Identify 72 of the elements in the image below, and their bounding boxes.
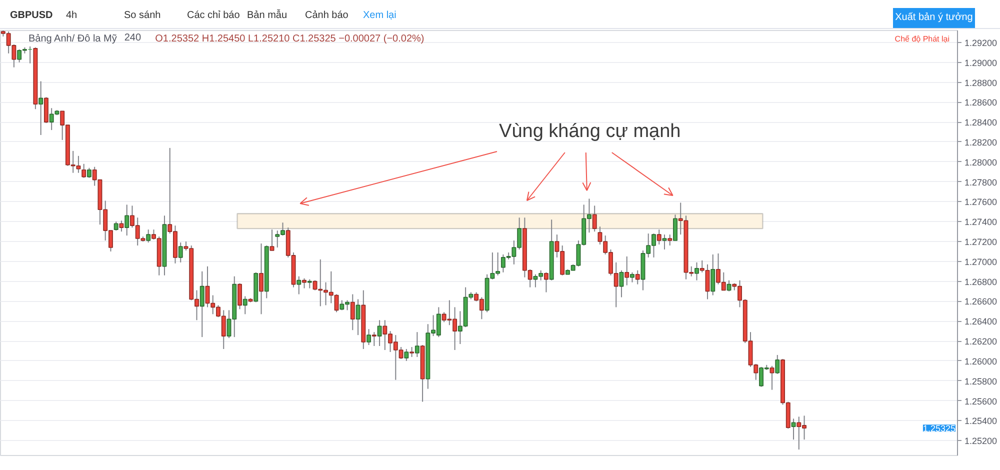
candlestick xyxy=(178,242,183,263)
y-tick-label: 1.26000 xyxy=(964,356,998,366)
candlestick xyxy=(270,229,274,251)
y-tick-label: 1.28800 xyxy=(964,78,998,88)
y-tick-label: 1.26400 xyxy=(964,316,998,327)
candlestick xyxy=(356,298,360,336)
y-tick-label: 1.27800 xyxy=(964,177,998,188)
y-tick-label: 1.26600 xyxy=(964,296,998,307)
text: Các chỉ báo xyxy=(187,9,240,23)
candlestick xyxy=(38,80,44,136)
candlestick xyxy=(592,205,597,232)
y-tick-label: 1.28600 xyxy=(964,98,998,108)
candlestick xyxy=(82,163,86,178)
y-tick-label: 1.27600 xyxy=(964,197,998,208)
y-tick-label: 1.28200 xyxy=(964,137,998,148)
chart-title: Bảng Anh/ Đô la Mỹ xyxy=(28,34,117,44)
y-tick-label: 1.25800 xyxy=(964,376,998,386)
candlestick xyxy=(673,214,678,242)
y-tick-label: 1.27200 xyxy=(964,237,998,248)
candlestick xyxy=(296,276,302,295)
chart-subtitle: 240 xyxy=(124,32,142,44)
text: GBPUSD xyxy=(10,9,53,23)
text: So sánh xyxy=(124,9,161,23)
candlestick xyxy=(775,354,780,374)
candlestick xyxy=(242,296,248,315)
candlestick xyxy=(238,282,242,310)
candlestick xyxy=(694,262,699,281)
y-tick-label: 1.27400 xyxy=(964,217,998,228)
y-tick-label: 1.28400 xyxy=(964,118,998,128)
candlestick xyxy=(86,167,92,178)
candlestick xyxy=(377,320,382,347)
candlestick xyxy=(146,229,151,243)
candlestick xyxy=(302,278,306,289)
annotation: Chế độ Phát lại xyxy=(894,34,950,44)
y-tick-label: 1.27000 xyxy=(964,256,998,267)
candlestick xyxy=(119,220,124,232)
candlestick xyxy=(124,204,130,236)
y-tick-label: 1.26800 xyxy=(964,276,998,287)
candlestick xyxy=(656,229,662,245)
candlestick xyxy=(662,234,667,250)
candlestick xyxy=(372,332,376,347)
candlestick xyxy=(770,365,774,390)
annotation: Vùng kháng cự mạnh xyxy=(499,121,681,142)
candlestick xyxy=(44,96,48,124)
text: Xuất bản ý tưởng xyxy=(893,8,975,28)
candlestick xyxy=(350,294,355,331)
candlestick xyxy=(635,270,640,285)
candlestick xyxy=(619,270,624,298)
y-tick-label: 1.29200 xyxy=(964,38,998,48)
annotation: 1.25325 xyxy=(922,424,956,434)
candlestick xyxy=(668,234,672,246)
y-tick-label: 1.29000 xyxy=(964,58,998,68)
y-tick-label: 1.25200 xyxy=(964,436,998,446)
candlestick xyxy=(410,346,414,358)
text: Xem lại xyxy=(363,9,396,23)
y-tick-label: 1.28000 xyxy=(964,157,998,168)
annotation: O1.25352 H1.25450 L1.25210 C1.25325 −0.00027 (−0.02%) xyxy=(155,34,424,44)
candlestick xyxy=(414,332,420,358)
y-tick-label: 1.25600 xyxy=(964,396,998,406)
candlestick xyxy=(624,256,630,286)
y-tick-label: 1.26200 xyxy=(964,336,998,347)
text: Bản mẫu xyxy=(247,9,288,23)
text: Cảnh báo xyxy=(305,9,348,23)
candlestick xyxy=(404,348,409,362)
text: 4h xyxy=(66,9,78,23)
candlestick xyxy=(259,243,264,315)
candlestick xyxy=(710,254,716,296)
candlestick xyxy=(544,272,548,293)
candlestick xyxy=(630,272,634,283)
y-tick-label: 1.25400 xyxy=(964,416,998,426)
candlestick xyxy=(200,270,204,338)
candlestick xyxy=(366,328,372,346)
